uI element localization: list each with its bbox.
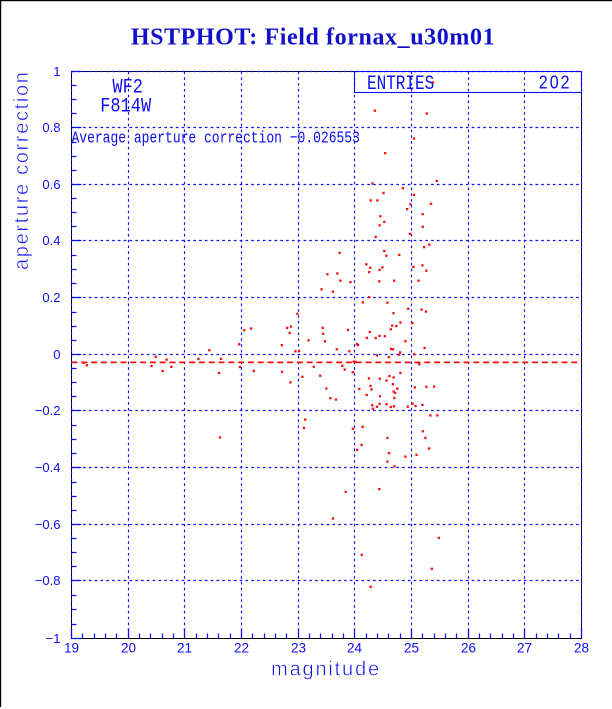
svg-text:−0.4: −0.4 [35, 460, 61, 475]
svg-text:HSTPHOT: Field fornax_u30m01: HSTPHOT: Field fornax_u30m01 [131, 25, 495, 51]
svg-text:24: 24 [347, 641, 363, 656]
svg-text:−0.8: −0.8 [35, 573, 61, 588]
svg-text:19: 19 [64, 641, 79, 656]
svg-text:202: 202 [539, 71, 572, 92]
svg-text:WF2: WF2 [112, 75, 143, 99]
svg-text:22: 22 [234, 641, 249, 656]
svg-text:1: 1 [53, 64, 60, 79]
svg-text:F814W: F814W [100, 94, 152, 118]
svg-text:28: 28 [574, 641, 589, 656]
svg-text:23: 23 [291, 641, 306, 656]
svg-text:0.4: 0.4 [42, 233, 60, 248]
svg-text:aperture correction: aperture correction [11, 70, 33, 270]
svg-text:ENTRIES: ENTRIES [367, 74, 434, 96]
svg-text:Average aperture correction −0: Average aperture correction −0.026553 [72, 128, 360, 148]
svg-text:26: 26 [461, 641, 476, 656]
svg-text:0: 0 [53, 347, 60, 362]
svg-text:21: 21 [177, 641, 192, 656]
svg-text:25: 25 [404, 641, 419, 656]
svg-text:27: 27 [517, 641, 532, 656]
svg-text:magnitude: magnitude [271, 659, 381, 681]
svg-text:0.8: 0.8 [42, 120, 60, 135]
svg-text:20: 20 [121, 641, 136, 656]
svg-text:0.6: 0.6 [42, 177, 60, 192]
svg-text:−0.6: −0.6 [35, 517, 61, 532]
svg-text:−0.2: −0.2 [35, 403, 61, 418]
svg-text:−1: −1 [46, 631, 61, 646]
svg-text:0.2: 0.2 [42, 290, 60, 305]
